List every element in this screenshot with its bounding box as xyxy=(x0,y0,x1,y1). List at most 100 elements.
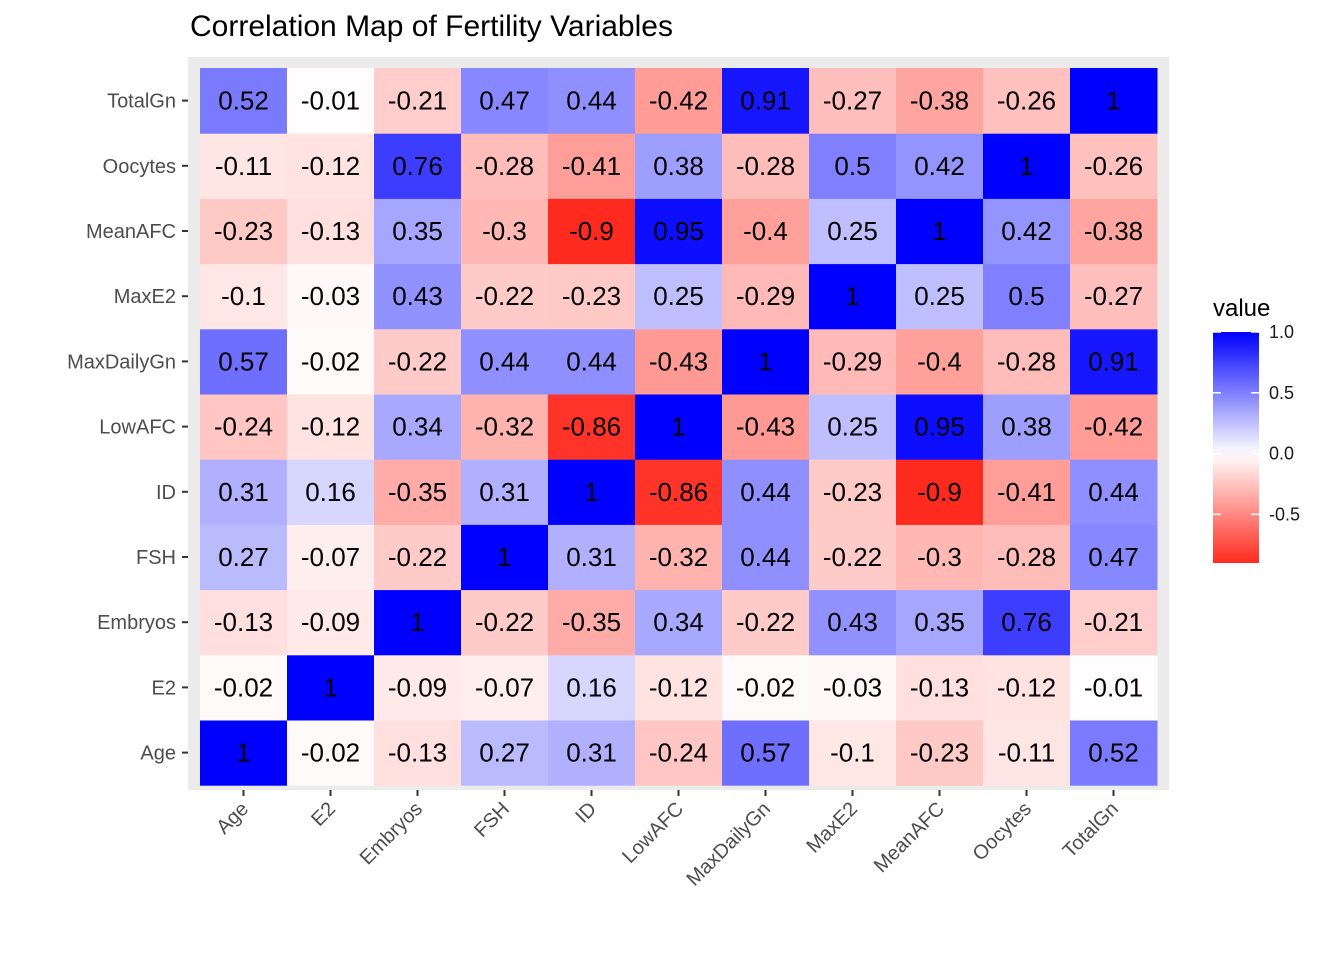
cell-value-label: -0.28 xyxy=(997,346,1056,376)
heatmap-cell xyxy=(374,198,462,265)
cell-value-label: -0.22 xyxy=(475,281,534,311)
cell-value-label: -0.38 xyxy=(910,86,969,116)
heatmap-cell xyxy=(287,198,375,265)
heatmap-cell xyxy=(200,654,288,721)
heatmap-cell xyxy=(200,394,288,460)
heatmap-cell xyxy=(287,589,375,656)
heatmap-cell xyxy=(809,68,897,134)
heatmap-cell xyxy=(809,524,897,591)
heatmap-cell xyxy=(548,394,636,460)
heatmap-cell xyxy=(287,394,375,460)
heatmap-cell xyxy=(809,459,897,525)
cell-value-label: -0.41 xyxy=(997,477,1056,507)
cell-value-label: -0.12 xyxy=(301,412,360,442)
heatmap-cell xyxy=(635,459,723,525)
cell-value-label: 1 xyxy=(1019,151,1033,181)
cell-value-label: -0.12 xyxy=(997,672,1056,702)
heatmap-cell xyxy=(374,720,462,786)
heatmap-cell xyxy=(1070,524,1158,591)
heatmap-cell xyxy=(287,68,375,134)
cell-value-label: 1 xyxy=(932,216,946,246)
heatmap-cell xyxy=(635,524,723,591)
cell-value-label: -0.38 xyxy=(1084,216,1143,246)
heatmap-cell xyxy=(722,68,810,134)
cell-value-label: -0.11 xyxy=(998,738,1055,768)
cell-value-label: 0.38 xyxy=(1001,412,1052,442)
cell-value-label: -0.27 xyxy=(823,86,882,116)
cell-value-label: -0.29 xyxy=(823,346,882,376)
legend-tick-label: -0.5 xyxy=(1269,504,1300,524)
heatmap-cell xyxy=(200,328,288,395)
heatmap-cell xyxy=(635,589,723,656)
cell-value-label: -0.09 xyxy=(388,672,447,702)
x-tick-label: ID xyxy=(571,798,601,828)
cell-value-label: -0.28 xyxy=(475,151,534,181)
heatmap-cell xyxy=(374,589,462,656)
heatmap-cell xyxy=(896,589,984,656)
cell-value-label: -0.21 xyxy=(1084,607,1143,637)
heatmap-cell xyxy=(983,524,1071,591)
heatmap-cell xyxy=(548,589,636,656)
heatmap-cell xyxy=(983,133,1071,199)
cell-value-label: 1 xyxy=(845,281,859,311)
heatmap-cell xyxy=(287,524,375,591)
heatmap-cell xyxy=(200,524,288,591)
heatmap-cell xyxy=(722,720,810,786)
cell-value-label: 0.31 xyxy=(218,477,269,507)
heatmap-cell xyxy=(722,589,810,656)
legend-tick-label: 0.0 xyxy=(1269,444,1294,464)
cell-value-label: -0.23 xyxy=(823,477,882,507)
heatmap-cell xyxy=(287,328,375,395)
cell-value-label: -0.43 xyxy=(649,346,708,376)
cell-value-label: 0.31 xyxy=(566,738,617,768)
heatmap-cell xyxy=(374,68,462,134)
heatmap-cell xyxy=(896,459,984,525)
heatmap-cell xyxy=(635,654,723,721)
heatmap-cell xyxy=(809,133,897,199)
heatmap-cell xyxy=(200,263,288,330)
heatmap-cell xyxy=(200,589,288,656)
x-tick-label: MaxDailyGn xyxy=(682,798,775,891)
cell-value-label: -0.35 xyxy=(388,477,447,507)
heatmap-cell xyxy=(287,133,375,199)
cell-value-label: 0.91 xyxy=(740,86,791,116)
cell-value-label: 0.5 xyxy=(1008,281,1044,311)
heatmap-cell xyxy=(722,263,810,330)
x-tick-label: TotalGn xyxy=(1059,798,1123,862)
cell-value-label: 0.34 xyxy=(653,607,704,637)
heatmap-cell xyxy=(1070,68,1158,134)
heatmap-cell xyxy=(548,328,636,395)
heatmap-cell xyxy=(809,654,897,721)
heatmap-cell xyxy=(722,654,810,721)
heatmap-cell xyxy=(200,720,288,786)
cell-value-label: -0.26 xyxy=(1084,151,1143,181)
heatmap-cell xyxy=(461,394,549,460)
cell-value-label: 0.25 xyxy=(914,281,965,311)
legend-tick-label: 0.5 xyxy=(1269,383,1294,403)
heatmap-cell xyxy=(200,68,288,134)
heatmap-cell xyxy=(374,524,462,591)
cell-value-label: -0.32 xyxy=(475,412,534,442)
heatmap-cell xyxy=(1070,328,1158,395)
heatmap-cell xyxy=(287,263,375,330)
heatmap-cell xyxy=(635,720,723,786)
heatmap-cell xyxy=(461,198,549,265)
cell-value-label: 0.44 xyxy=(566,86,617,116)
cell-value-label: 0.25 xyxy=(827,412,878,442)
x-tick-label: Embryos xyxy=(356,798,427,869)
heatmap-cell xyxy=(548,263,636,330)
cell-value-label: 0.31 xyxy=(566,542,617,572)
heatmap-cell xyxy=(983,198,1071,265)
cell-value-label: -0.23 xyxy=(214,216,273,246)
cell-value-label: 0.57 xyxy=(218,346,269,376)
heatmap-cell xyxy=(809,198,897,265)
heatmap-cell xyxy=(200,133,288,199)
cell-value-label: -0.12 xyxy=(301,151,360,181)
cell-value-label: -0.27 xyxy=(1084,281,1143,311)
heatmap-cell xyxy=(896,263,984,330)
cell-value-label: -0.21 xyxy=(388,86,447,116)
heatmap-cell xyxy=(983,328,1071,395)
heatmap-cell xyxy=(635,263,723,330)
heatmap-cell xyxy=(722,459,810,525)
heatmap-cell xyxy=(635,68,723,134)
